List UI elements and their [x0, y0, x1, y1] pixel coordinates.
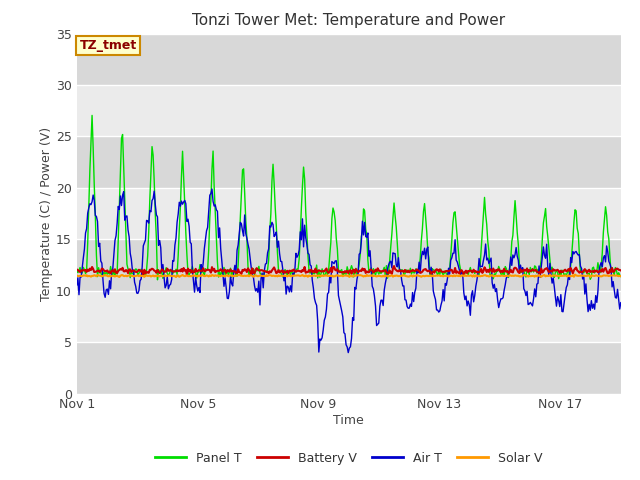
Bar	[77, 136, 621, 188]
Title: Tonzi Tower Met: Temperature and Power: Tonzi Tower Met: Temperature and Power	[192, 13, 506, 28]
X-axis label: Time: Time	[333, 414, 364, 427]
Bar	[77, 342, 621, 394]
Legend: Panel T, Battery V, Air T, Solar V: Panel T, Battery V, Air T, Solar V	[150, 447, 548, 469]
Text: TZ_tmet: TZ_tmet	[79, 39, 137, 52]
Bar	[77, 188, 621, 240]
Bar	[77, 240, 621, 291]
Bar	[77, 291, 621, 342]
Y-axis label: Temperature (C) / Power (V): Temperature (C) / Power (V)	[40, 127, 53, 300]
Bar	[77, 34, 621, 85]
Bar	[77, 85, 621, 136]
